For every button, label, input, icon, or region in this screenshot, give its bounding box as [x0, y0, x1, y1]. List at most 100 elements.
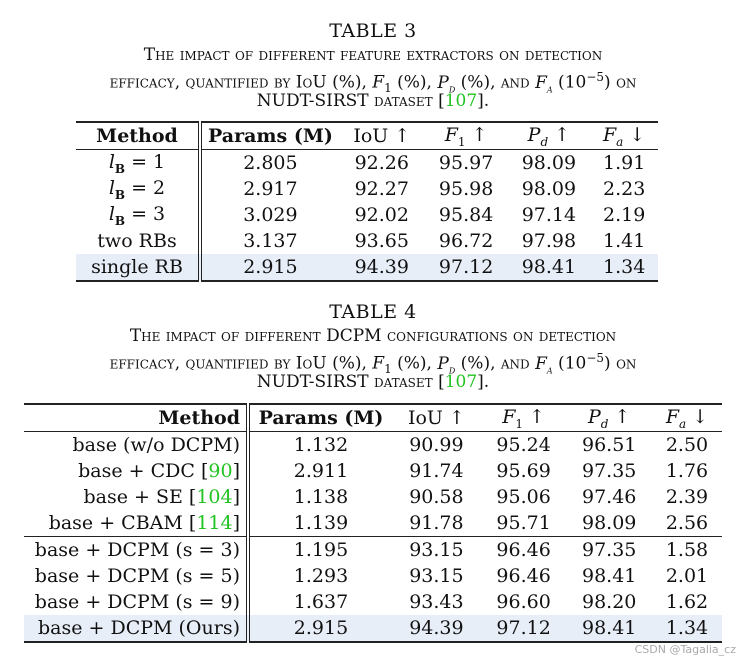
table-row: lB = 3 3.029 92.02 95.84 97.14 2.19	[76, 202, 658, 228]
table4-col-f1: F1 ↑	[480, 403, 567, 432]
table-cell: 96.46	[480, 536, 567, 563]
table-cell: 97.35	[581, 460, 637, 482]
table-row-highlighted: base + DCPM (Ours) 2.915 94.39 97.12 98.…	[24, 615, 722, 643]
table-row: lB = 1 2.805 92.26 95.97 98.09 1.91	[76, 149, 658, 176]
table-row: base + DCPM (s = 3) 1.195 93.15 96.46 97…	[24, 536, 722, 563]
table3-caption-line1: The impact of different feature extracto…	[143, 45, 603, 65]
table4-method-cell: base + DCPM (s = 3)	[24, 536, 250, 563]
table-row: base + SE [104] 1.138 90.58 95.06 97.46 …	[24, 484, 722, 510]
ref-link[interactable]: 90	[208, 460, 233, 482]
table-cell: 97.12	[480, 615, 567, 643]
table-cell: 96.72	[438, 230, 494, 252]
table-cell: 2.915	[248, 615, 392, 643]
table-cell: 92.27	[354, 178, 409, 200]
table-cell: 95.06	[496, 486, 551, 508]
table-cell: 2.917	[243, 178, 298, 200]
table-row: lB = 2 2.917 92.27 95.98 98.09 2.23	[76, 176, 658, 202]
table-cell: 92.02	[354, 204, 409, 226]
table-cell: 2.805	[200, 149, 339, 176]
table-cell: 91.78	[409, 512, 464, 534]
table3-caption-line2: efficacy, quantified by IoU (%), F1 (%),…	[109, 70, 637, 96]
table-row-highlighted: single RB 2.915 94.39 97.12 98.41 1.34	[76, 254, 658, 282]
table-cell: 98.09	[521, 178, 577, 200]
table-row: two RBs 3.137 93.65 96.72 97.98 1.41	[76, 228, 658, 254]
table4-method-cell: base + DCPM (s = 9)	[24, 589, 250, 615]
watermark: CSDN @Tagalia_cz	[634, 643, 736, 656]
table-cell: 94.39	[392, 615, 481, 643]
table4-col-method: Method	[24, 403, 250, 432]
table3-ref-link[interactable]: 107	[444, 91, 478, 111]
table-cell: 92.26	[338, 149, 425, 176]
table-cell: 1.34	[590, 254, 658, 282]
table-cell: 3.029	[243, 204, 298, 226]
table-cell: 2.39	[665, 486, 709, 508]
table-cell: 1.34	[651, 615, 722, 643]
table3-method-cell: single RB	[76, 254, 202, 282]
table-row: base + DCPM (s = 5) 1.293 93.15 96.46 98…	[24, 563, 722, 589]
table-cell: 2.01	[665, 565, 709, 587]
table-cell: 2.50	[651, 431, 722, 458]
table-cell: 95.98	[438, 178, 494, 200]
table4-method-cell: base + DCPM (Ours)	[24, 615, 250, 643]
table-cell: 1.138	[293, 486, 349, 508]
table4-header-row: Method Params (M) IoU ↑ F1 ↑ Pd ↑ Fa ↓	[24, 403, 722, 432]
table-cell: 2.56	[665, 512, 709, 534]
table-cell: 97.14	[521, 204, 577, 226]
table3-method-cell: lB = 1	[76, 149, 202, 176]
table-cell: 98.20	[581, 591, 637, 613]
table-cell: 1.637	[293, 591, 349, 613]
table-cell: 2.23	[602, 178, 646, 200]
table-row: base + CDC [90] 2.911 91.74 95.69 97.35 …	[24, 458, 722, 484]
table3-method-cell: two RBs	[76, 228, 202, 254]
table3-col-params: Params (M)	[200, 121, 339, 150]
table4-method-cell: base + DCPM (s = 5)	[24, 563, 250, 589]
table-cell: 97.46	[581, 486, 637, 508]
table4-ref-link[interactable]: 107	[444, 372, 478, 392]
table-cell: 1.62	[665, 591, 709, 613]
table3-method-cell: lB = 3	[76, 202, 202, 228]
table-cell: 90.99	[392, 431, 481, 458]
table-cell: 93.65	[354, 230, 409, 252]
table-cell: 93.15	[409, 565, 464, 587]
table-cell: 91.74	[409, 460, 464, 482]
table-cell: 98.41	[507, 254, 591, 282]
table-cell: 1.58	[651, 536, 722, 563]
table4-caption-line2: efficacy, quantified by IoU (%), F1 (%),…	[109, 351, 637, 377]
table3: Method Params (M) IoU ↑ F1 ↑ Pd ↑ Fa ↓ l…	[76, 121, 658, 282]
ref-link[interactable]: 114	[196, 512, 233, 534]
table-cell: 98.41	[566, 615, 652, 643]
table-cell: 1.76	[665, 460, 709, 482]
table4-label: TABLE 4	[329, 301, 417, 323]
table-cell: 97.12	[424, 254, 508, 282]
ref-link[interactable]: 104	[196, 486, 233, 508]
table-cell: 96.60	[496, 591, 551, 613]
table4-caption-line3: NUDT-SIRST dataset [107].	[256, 372, 490, 392]
table3-col-f1: F1 ↑	[424, 121, 508, 150]
table-cell: 98.41	[581, 565, 637, 587]
table-cell: 96.51	[566, 431, 652, 458]
table-cell: 95.24	[480, 431, 567, 458]
table-cell: 2.19	[602, 204, 646, 226]
table3-method-cell: lB = 2	[76, 176, 202, 202]
table4: Method Params (M) IoU ↑ F1 ↑ Pd ↑ Fa ↓ b…	[24, 403, 722, 643]
table-cell: 95.84	[438, 204, 494, 226]
table4-col-params: Params (M)	[248, 403, 392, 432]
table-cell: 3.137	[243, 230, 298, 252]
table-cell: 97.98	[521, 230, 577, 252]
table-cell: 95.69	[496, 460, 551, 482]
table3-col-fa: Fa ↓	[590, 121, 658, 150]
table-row: base + DCPM (s = 9) 1.637 93.43 96.60 98…	[24, 589, 722, 615]
table3-label: TABLE 3	[329, 20, 417, 42]
table-cell: 93.43	[409, 591, 464, 613]
table-cell: 1.293	[293, 565, 349, 587]
table-row: base (w/o DCPM) 1.132 90.99 95.24 96.51 …	[24, 431, 722, 458]
table4-col-iou: IoU ↑	[392, 403, 481, 432]
table4-method-cell: base + CDC [90]	[24, 458, 250, 484]
table-cell: 1.132	[248, 431, 392, 458]
table-cell: 95.71	[496, 512, 551, 534]
table-cell: 96.46	[496, 565, 551, 587]
table-cell: 95.97	[424, 149, 508, 176]
table-cell: 90.58	[409, 486, 464, 508]
table4-method-cell: base + CBAM [114]	[24, 510, 250, 537]
table3-caption-line3: NUDT-SIRST dataset [107].	[256, 91, 490, 111]
